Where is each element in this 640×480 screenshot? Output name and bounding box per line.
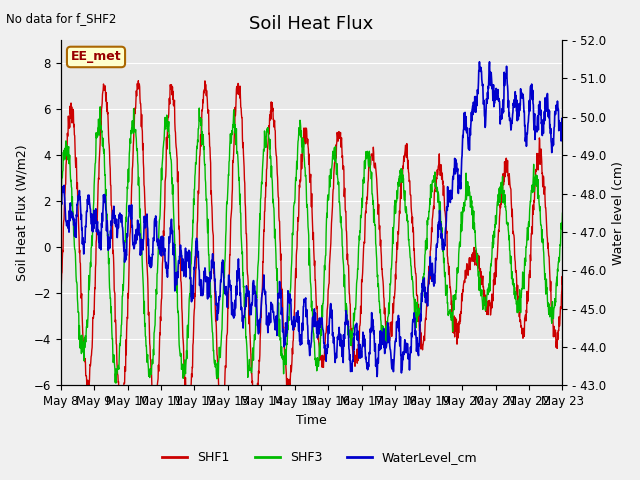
Text: EE_met: EE_met bbox=[70, 50, 122, 63]
Y-axis label: Water level (cm): Water level (cm) bbox=[612, 161, 625, 264]
Text: No data for f_SHF2: No data for f_SHF2 bbox=[6, 12, 116, 25]
Title: Soil Heat Flux: Soil Heat Flux bbox=[250, 15, 374, 33]
Y-axis label: Soil Heat Flux (W/m2): Soil Heat Flux (W/m2) bbox=[15, 144, 28, 281]
Legend: SHF1, SHF3, WaterLevel_cm: SHF1, SHF3, WaterLevel_cm bbox=[157, 446, 483, 469]
X-axis label: Time: Time bbox=[296, 414, 327, 427]
